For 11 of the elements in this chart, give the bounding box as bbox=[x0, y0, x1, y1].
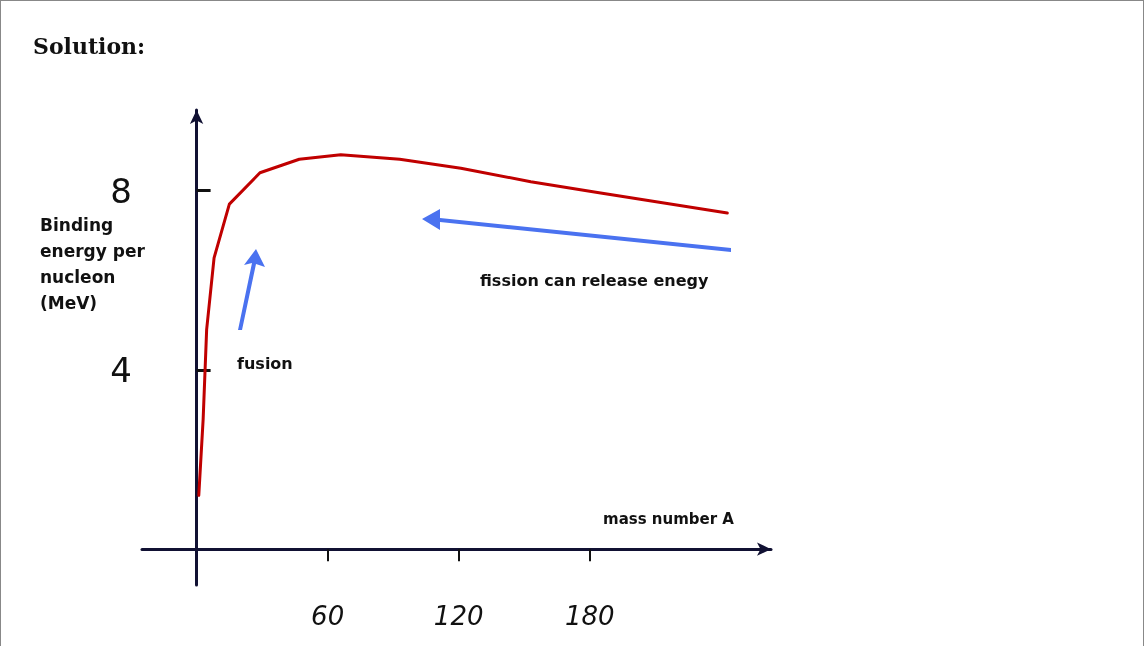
annotation: fission can release enegy bbox=[480, 270, 709, 290]
x-tick-label: 180 bbox=[564, 601, 615, 631]
x-tick-label: 120 bbox=[433, 601, 484, 631]
y-axis-title: Binding energy per nucleon (MeV) bbox=[40, 215, 151, 313]
x-tick-label: 60 bbox=[311, 601, 345, 631]
line-series bbox=[197, 153, 729, 497]
x-axis-title: mass number A bbox=[603, 509, 735, 528]
chart-title: Solution: bbox=[33, 33, 146, 59]
annotation: fusion bbox=[237, 353, 293, 373]
y-tick-label: 8 bbox=[110, 170, 132, 211]
y-tick-label: 4 bbox=[110, 349, 132, 390]
